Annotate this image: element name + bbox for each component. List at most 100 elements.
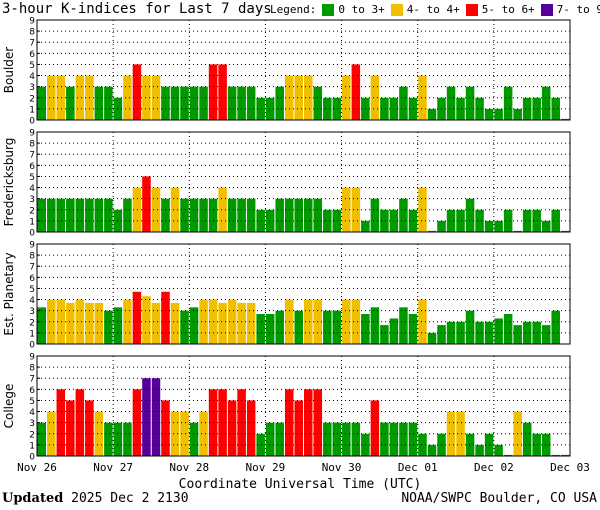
legend-swatch-purple bbox=[540, 3, 553, 16]
bar-2-16 bbox=[189, 307, 199, 344]
bar-1-11 bbox=[142, 176, 151, 232]
bar-1-52 bbox=[532, 209, 541, 232]
bar-0-10 bbox=[132, 64, 142, 120]
bar-3-12 bbox=[151, 378, 161, 456]
bar-1-3 bbox=[66, 198, 75, 232]
bar-1-41 bbox=[427, 230, 437, 232]
y-tick-label-2-7: 7 bbox=[29, 263, 35, 273]
bar-3-37 bbox=[389, 422, 399, 456]
bar-3-33 bbox=[351, 422, 361, 456]
bar-3-54 bbox=[551, 454, 560, 456]
bar-3-20 bbox=[227, 400, 237, 456]
bar-2-42 bbox=[437, 325, 446, 344]
bar-2-27 bbox=[294, 310, 303, 344]
bar-3-31 bbox=[332, 422, 342, 456]
bar-1-13 bbox=[161, 198, 170, 232]
bar-0-52 bbox=[532, 97, 541, 120]
bar-2-22 bbox=[246, 302, 256, 344]
bar-3-27 bbox=[294, 400, 303, 456]
bar-1-9 bbox=[123, 198, 132, 232]
bar-2-8 bbox=[113, 307, 123, 344]
bar-2-38 bbox=[399, 307, 408, 344]
bar-0-47 bbox=[484, 108, 494, 120]
bar-1-21 bbox=[237, 198, 246, 232]
bar-2-36 bbox=[380, 325, 389, 344]
bar-3-43 bbox=[446, 411, 456, 456]
bar-2-5 bbox=[85, 302, 94, 344]
y-tick-label-3-4: 4 bbox=[29, 408, 35, 418]
bar-3-38 bbox=[399, 422, 408, 456]
bar-1-39 bbox=[408, 209, 418, 232]
y-tick-label-0-3: 3 bbox=[29, 83, 35, 93]
bar-0-31 bbox=[332, 97, 342, 120]
panel-2-frame bbox=[36, 243, 571, 345]
y-tick-label-0-4: 4 bbox=[29, 72, 35, 82]
bar-0-51 bbox=[522, 97, 532, 120]
bar-1-25 bbox=[275, 198, 284, 232]
bar-0-55 bbox=[560, 118, 570, 120]
bar-0-9 bbox=[123, 75, 132, 120]
bar-2-43 bbox=[446, 321, 456, 344]
bar-2-50 bbox=[513, 325, 522, 344]
bar-1-7 bbox=[104, 198, 113, 232]
y-tick-label-1-2: 2 bbox=[29, 206, 35, 216]
bar-1-19 bbox=[218, 187, 227, 232]
legend: Legend: 0 to 3+ 4- to 4+ 5- to 6+ 7- to … bbox=[270, 3, 600, 16]
bar-1-44 bbox=[456, 209, 465, 232]
y-tick-label-1-0: 0 bbox=[29, 229, 35, 239]
y-tick-label-3-5: 5 bbox=[29, 397, 35, 407]
bar-2-24 bbox=[265, 314, 275, 344]
y-tick-label-0-1: 1 bbox=[29, 105, 35, 115]
bar-0-19 bbox=[218, 64, 227, 120]
bar-2-49 bbox=[503, 314, 513, 344]
legend-swatch-green bbox=[322, 3, 335, 16]
x-tick-label-5: Dec 01 bbox=[398, 461, 438, 474]
bar-1-35 bbox=[370, 198, 380, 232]
updated-timestamp: Updated 2025 Dec 2 2130 bbox=[2, 491, 189, 506]
bar-1-2 bbox=[56, 198, 66, 232]
bar-0-21 bbox=[237, 86, 246, 120]
bar-1-54 bbox=[551, 209, 560, 232]
bar-1-55 bbox=[560, 230, 570, 232]
y-tick-label-0-9: 9 bbox=[29, 17, 35, 27]
bar-3-40 bbox=[418, 433, 427, 456]
bar-3-11 bbox=[142, 378, 151, 456]
bar-2-37 bbox=[389, 318, 399, 344]
bar-2-19 bbox=[218, 302, 227, 344]
bar-2-44 bbox=[456, 321, 465, 344]
bar-0-3 bbox=[66, 86, 75, 120]
y-tick-label-2-2: 2 bbox=[29, 318, 35, 328]
y-tick-label-3-8: 8 bbox=[29, 364, 35, 374]
y-tick-label-3-0: 0 bbox=[29, 453, 35, 463]
bar-3-25 bbox=[275, 422, 284, 456]
bar-3-17 bbox=[199, 411, 208, 456]
bar-1-26 bbox=[284, 198, 294, 232]
bar-3-49 bbox=[503, 454, 513, 456]
bar-0-27 bbox=[294, 75, 303, 120]
bar-0-0 bbox=[37, 86, 47, 120]
bar-1-51 bbox=[522, 209, 532, 232]
bar-0-4 bbox=[75, 75, 85, 120]
bar-2-53 bbox=[541, 325, 551, 344]
bar-2-9 bbox=[123, 299, 132, 344]
x-tick-label-0: Nov 26 bbox=[17, 461, 57, 474]
y-tick-label-3-2: 2 bbox=[29, 430, 35, 440]
x-tick-label-4: Nov 30 bbox=[322, 461, 362, 474]
bar-2-17 bbox=[199, 299, 208, 344]
bar-3-1 bbox=[47, 411, 56, 456]
bar-2-32 bbox=[342, 299, 351, 344]
bar-0-2 bbox=[56, 75, 66, 120]
bar-1-22 bbox=[246, 198, 256, 232]
panel-1-frame bbox=[36, 131, 571, 233]
bar-0-38 bbox=[399, 86, 408, 120]
bar-0-16 bbox=[189, 86, 199, 120]
bar-3-45 bbox=[465, 433, 475, 456]
bar-3-55 bbox=[560, 454, 570, 456]
bar-2-25 bbox=[275, 310, 284, 344]
bar-0-25 bbox=[275, 86, 284, 120]
y-tick-label-2-8: 8 bbox=[29, 252, 35, 262]
y-tick-label-3-3: 3 bbox=[29, 419, 35, 429]
legend-item-1-text: 4- to 4+ bbox=[406, 3, 460, 16]
y-tick-label-1-7: 7 bbox=[29, 151, 35, 161]
